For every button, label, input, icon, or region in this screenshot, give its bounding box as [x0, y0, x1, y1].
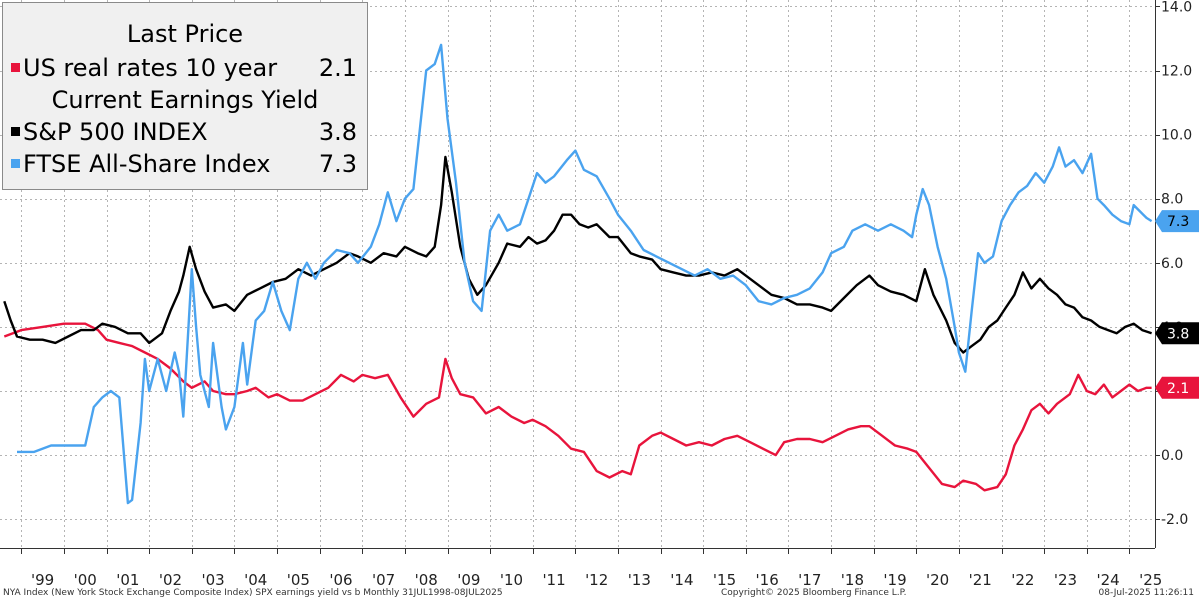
legend-item-ftse: FTSE All-Share Index 7.3 [11, 149, 357, 179]
x-tick-label: '16 [756, 571, 779, 589]
x-tick-label: '21 [969, 571, 992, 589]
footer-timestamp: 08-Jul-2025 11:26:11 [1098, 588, 1195, 598]
last-value-tag-ftse-all-share-index: 7.3 [1155, 210, 1199, 233]
legend-value-sp500: 3.8 [318, 118, 357, 146]
legend-swatch-ftse [11, 158, 20, 168]
series-line-us-real-rates-10-year [3, 322, 1152, 492]
x-tick-label: '99 [31, 571, 54, 589]
series-line-s-p-500-index [3, 155, 1152, 354]
x-tick-label: '14 [670, 571, 693, 589]
x-tick-label: '18 [841, 571, 864, 589]
x-tick-label: '12 [585, 571, 608, 589]
y-tick-label: 6.0 [1161, 256, 1183, 272]
x-tick-label: '20 [926, 571, 949, 589]
x-tick-label: '13 [628, 571, 651, 589]
x-tick-label: '09 [457, 571, 480, 589]
x-tick-label: '23 [1054, 571, 1077, 589]
legend-swatch-us-real-rates [11, 62, 20, 72]
x-axis: '99 '00 '01 '02 '03 '04 '05 '06 '07 '08 '09 '10 '11 '… [21, 548, 1162, 589]
last-value-tag-us-real-rates-10-year: 2.1 [1155, 376, 1199, 399]
x-tick-label: '07 [372, 571, 395, 589]
x-tick-label: '19 [883, 571, 906, 589]
x-tick-label: '01 [116, 571, 139, 589]
legend-label-ftse: FTSE All-Share Index [23, 150, 271, 178]
last-value-tag-bg [1155, 376, 1199, 399]
footer-copyright: Copyright© 2025 Bloomberg Finance L.P. [721, 588, 907, 598]
legend-title: Last Price [126, 20, 244, 48]
x-tick-label: '00 [74, 571, 97, 589]
legend-subtitle: Current Earnings Yield [51, 86, 319, 114]
legend-box: Last Price US real rates 10 year 2.1 Curr… [2, 2, 368, 190]
footer-source: NYA Index (New York Stock Exchange Compo… [3, 588, 503, 598]
last-value-tag-bg [1155, 322, 1199, 345]
last-value-tag-label: 7.3 [1167, 214, 1189, 230]
last-value-tags: 2.1 3.8 7.3 [1155, 210, 1199, 399]
y-tick-label: 8.0 [1161, 192, 1183, 208]
y-tick-label: -2.0 [1161, 512, 1188, 528]
x-tick-label: '25 [1139, 571, 1162, 589]
y-tick-label: 12.0 [1161, 64, 1192, 80]
legend-value-ftse: 7.3 [318, 150, 357, 178]
y-tick-label: 0.0 [1161, 448, 1183, 464]
x-tick-label: '03 [201, 571, 224, 589]
x-tick-label: '24 [1097, 571, 1120, 589]
last-value-tag-label: 3.8 [1167, 326, 1189, 342]
legend-item-sp500: S&P 500 INDEX 3.8 [11, 117, 357, 147]
x-tick-label: '06 [329, 571, 352, 589]
legend-label-us-real-rates: US real rates 10 year [23, 54, 278, 82]
x-tick-label: '04 [244, 571, 267, 589]
x-tick-label: '10 [500, 571, 523, 589]
y-tick-label: 14.0 [1161, 0, 1192, 15]
legend-swatch-sp500 [11, 126, 20, 136]
x-tick-label: '05 [287, 571, 310, 589]
y-tick-label: 10.0 [1161, 128, 1192, 144]
last-value-tag-s-p-500-index: 3.8 [1155, 322, 1199, 345]
legend-value-us-real-rates: 2.1 [318, 54, 357, 82]
x-tick-label: '08 [415, 571, 438, 589]
last-value-tag-bg [1155, 210, 1199, 233]
x-tick-label: '02 [159, 571, 182, 589]
series-lines [3, 43, 1153, 505]
x-tick-label: '15 [713, 571, 736, 589]
x-tick-label: '22 [1011, 571, 1034, 589]
legend-label-sp500: S&P 500 INDEX [23, 118, 208, 146]
x-tick-label: '11 [542, 571, 565, 589]
legend-item-us-real-rates: US real rates 10 year 2.1 [11, 53, 357, 83]
last-value-tag-label: 2.1 [1167, 381, 1189, 397]
series-line-ftse-all-share-index [17, 43, 1153, 505]
x-tick-label: '17 [798, 571, 821, 589]
